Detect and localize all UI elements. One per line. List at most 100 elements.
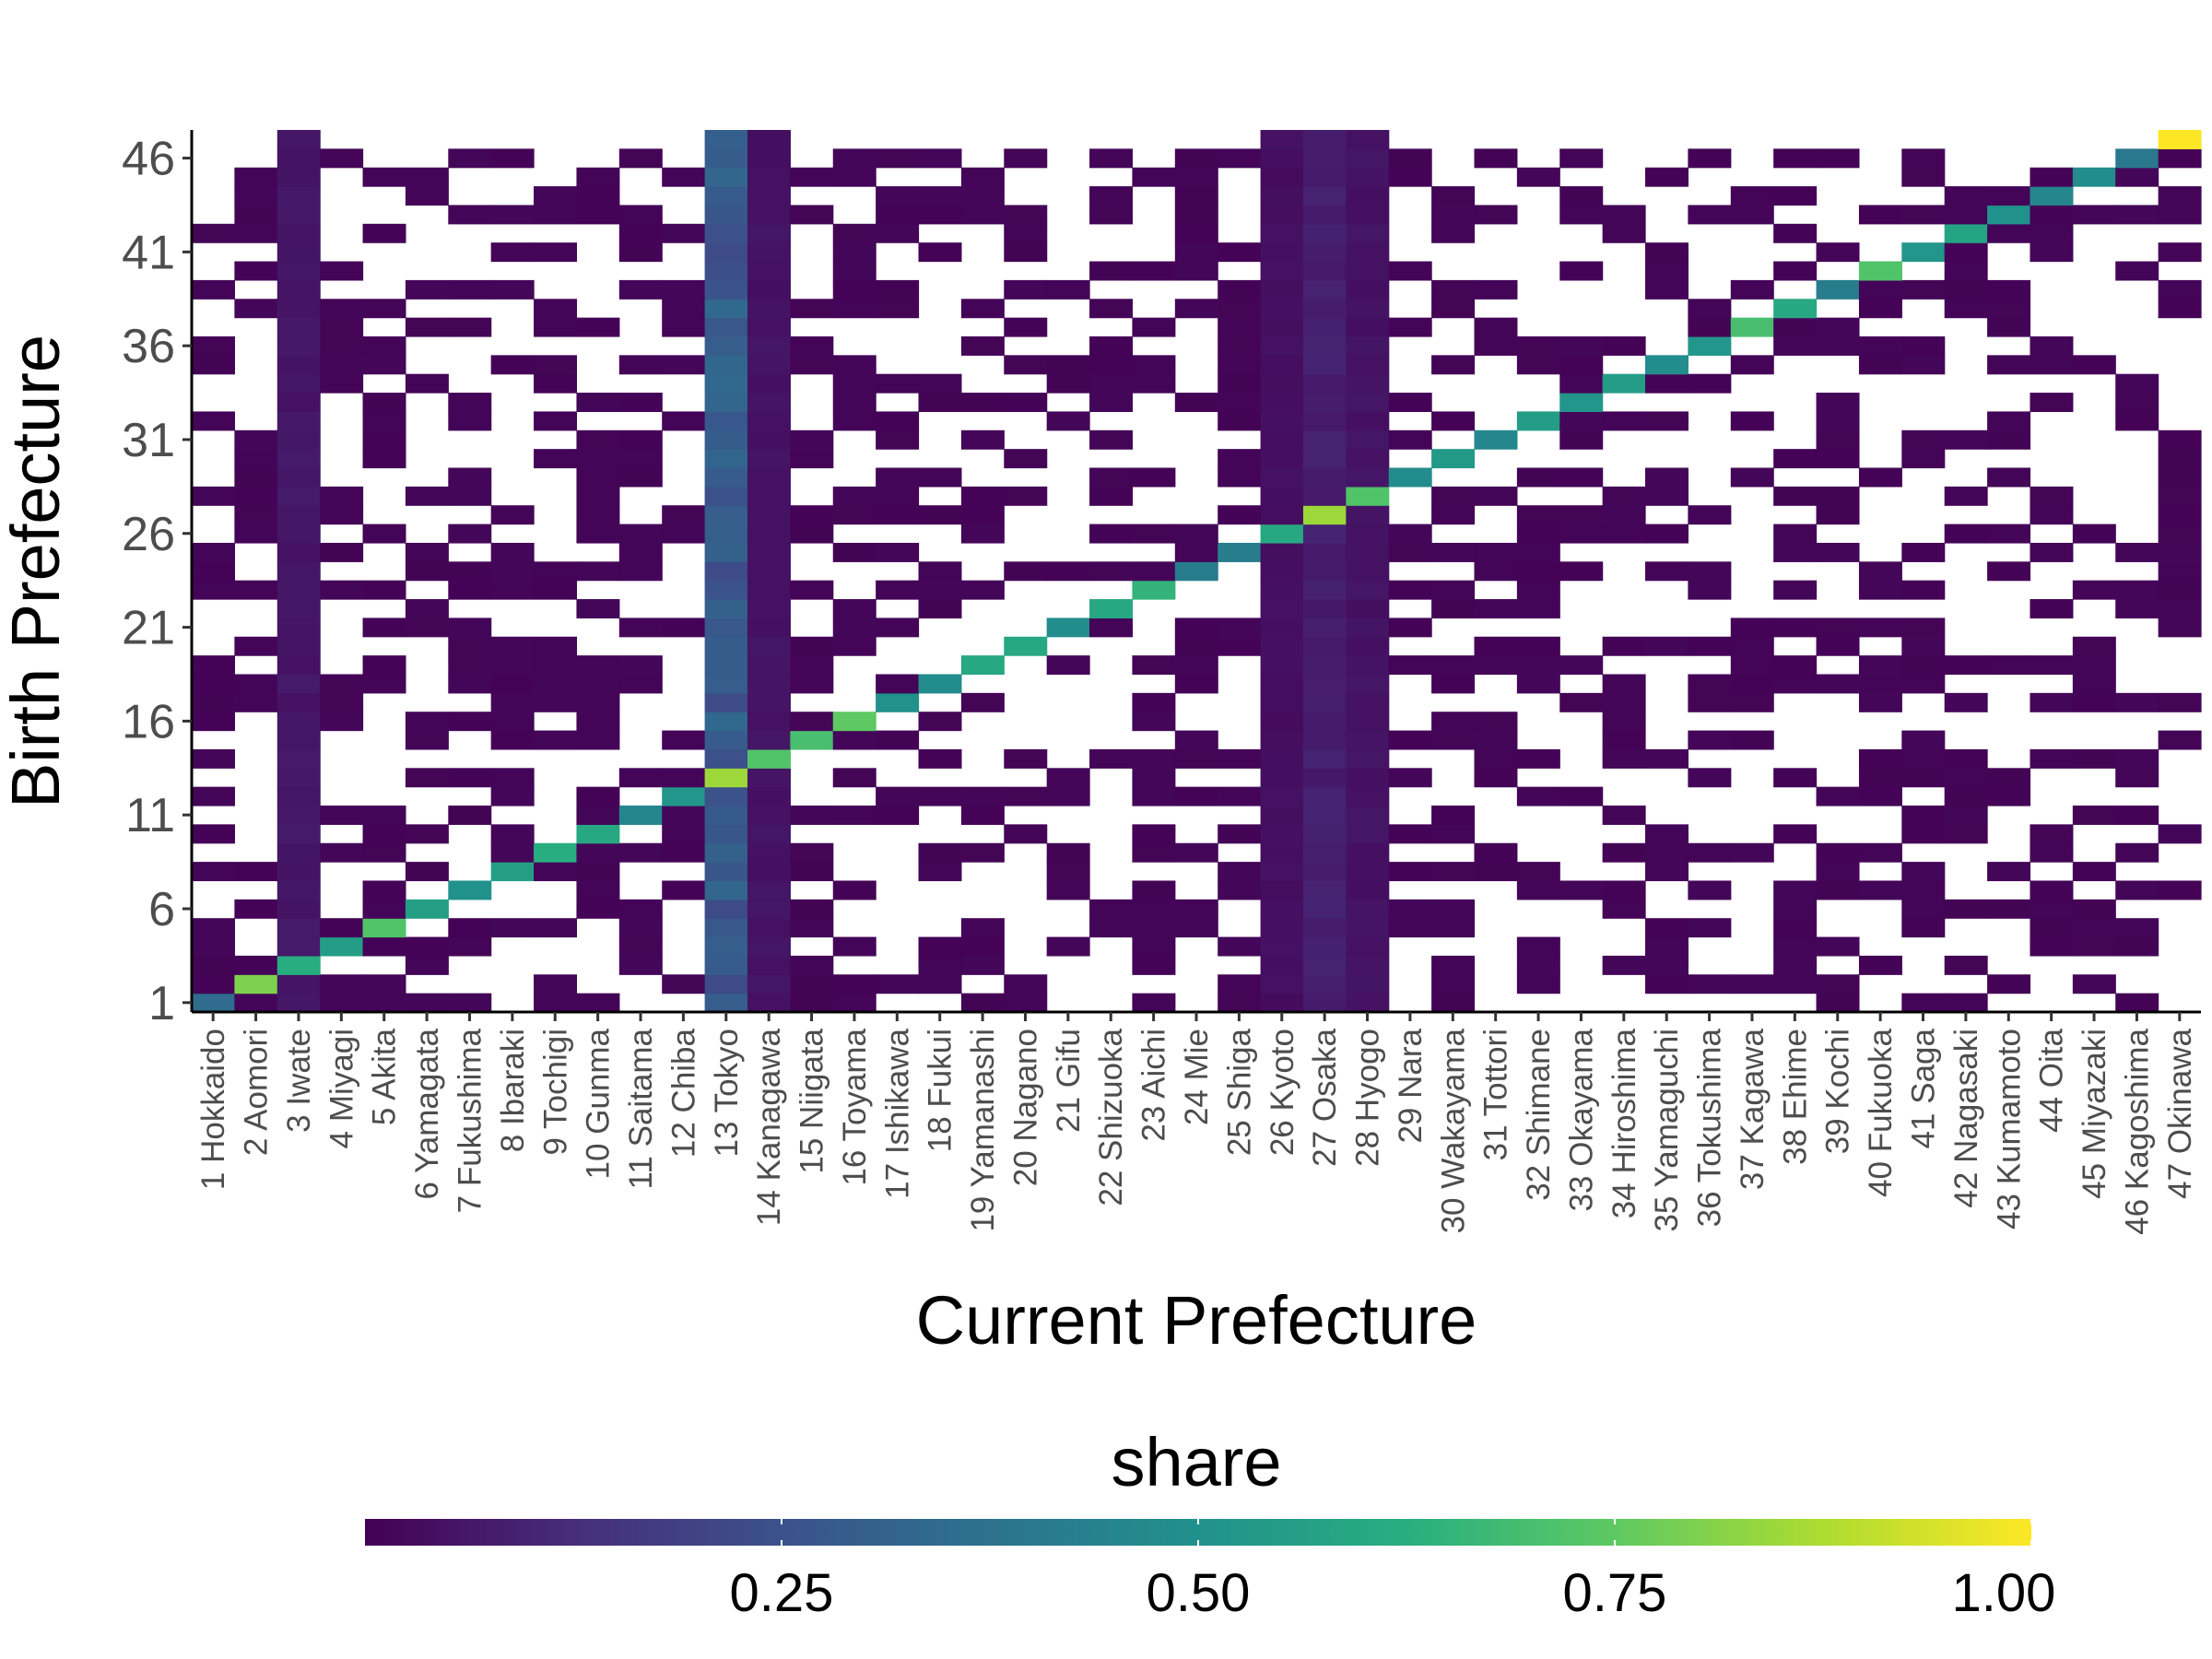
heatmap-cell [1132,467,1176,488]
heatmap-cell [704,842,748,863]
heatmap-cell [448,467,492,488]
heatmap-cell [1346,918,1390,938]
heatmap-cell [2072,918,2116,938]
heatmap-cell [704,636,748,656]
heatmap-cell [1901,355,1946,375]
heatmap-cell [1346,449,1390,469]
heatmap-cell [1302,936,1347,957]
heatmap-cell [1132,655,1176,676]
heatmap-cell [704,580,748,600]
heatmap-cell [1218,862,1262,882]
heatmap-cell [534,373,578,394]
heatmap-cell [1816,148,1860,169]
heatmap-cell [1987,317,2031,337]
heatmap-cell [1346,393,1390,413]
heatmap-cell [832,261,877,281]
heatmap-cell [1174,674,1218,694]
heatmap-cell [918,712,962,732]
heatmap-cell [1688,561,1732,582]
x-tick-label: 4 Miyagi [324,1029,359,1148]
heatmap-cell [1260,223,1304,243]
heatmap-cell [1431,449,1476,469]
heatmap-cell [1260,393,1304,413]
heatmap-cell [276,223,321,243]
heatmap-cell [405,862,449,882]
heatmap-cell [1174,655,1218,676]
heatmap-cell [662,974,706,994]
heatmap-cell [1302,242,1347,263]
heatmap-cell [1174,842,1218,863]
heatmap-cell [1089,355,1134,375]
heatmap-cell [1260,505,1304,525]
heatmap-cell [1346,692,1390,712]
heatmap-cell [1046,880,1090,900]
heatmap-cell [276,974,321,994]
heatmap-cell [704,467,748,488]
heatmap-cell [1987,467,2031,488]
heatmap-cell [320,674,364,694]
heatmap-cell [618,393,663,413]
heatmap-cell [1474,862,1518,882]
heatmap-cell [1645,167,1688,187]
heatmap-cell [234,692,278,712]
heatmap-cell [1174,730,1218,750]
heatmap-cells [192,130,2202,1013]
heatmap-cell [1688,299,1732,319]
heatmap-cell [1174,786,1218,806]
heatmap-cell [1302,692,1347,712]
heatmap-cell [276,449,321,469]
heatmap-cell [960,842,1005,863]
heatmap-cell [1602,842,1646,863]
heatmap-cell [1474,148,1518,169]
heatmap-cell [1260,373,1304,394]
heatmap-cell [1004,223,1048,243]
heatmap-cell [534,730,578,750]
heatmap-cell [832,542,877,562]
heatmap-cell [747,279,791,300]
heatmap-cell [1773,317,1818,337]
heatmap-cell [876,223,920,243]
heatmap-cell [448,148,492,169]
heatmap-cell [1388,429,1432,450]
heatmap-cell [490,561,535,582]
heatmap-cell [362,899,406,919]
heatmap-cell [790,899,834,919]
heatmap-cell [362,524,406,544]
heatmap-cell [2115,261,2159,281]
heatmap-cell [747,223,791,243]
heatmap-cell [1773,261,1818,281]
heatmap-cell [1901,748,1946,769]
heatmap-cell [876,618,920,638]
heatmap-cell [534,205,578,225]
x-tick-label: 42 Nagasaki [1948,1029,1984,1208]
heatmap-cell [576,393,620,413]
heatmap-cell [618,223,663,243]
heatmap-cell [704,862,748,882]
x-tick-label: 27 Osaka [1307,1028,1343,1166]
heatmap-cell [1346,561,1390,582]
heatmap-cell [1302,542,1347,562]
heatmap-cell [747,299,791,319]
heatmap-cell [490,636,535,656]
x-tick-label: 46 Kagoshima [2119,1028,2155,1234]
heatmap-cell [1858,279,1902,300]
heatmap-cell [405,317,449,337]
heatmap-cell [1302,580,1347,600]
heatmap-cell [1302,824,1347,844]
heatmap-cell [192,824,235,844]
heatmap-cell [1773,918,1818,938]
heatmap-cell [1559,186,1604,206]
heatmap-cell [490,148,535,169]
heatmap-cell [276,411,321,431]
heatmap-cell [2115,148,2159,169]
heatmap-cell [1302,993,1347,1013]
heatmap-cell [1260,862,1304,882]
heatmap-cell [1346,974,1390,994]
heatmap-cell [1602,524,1646,544]
heatmap-cell [704,824,748,844]
heatmap-cell [1858,768,1902,788]
heatmap-cell [1688,974,1732,994]
heatmap-cell [1730,205,1774,225]
heatmap-cell [662,618,706,638]
heatmap-cell [490,768,535,788]
